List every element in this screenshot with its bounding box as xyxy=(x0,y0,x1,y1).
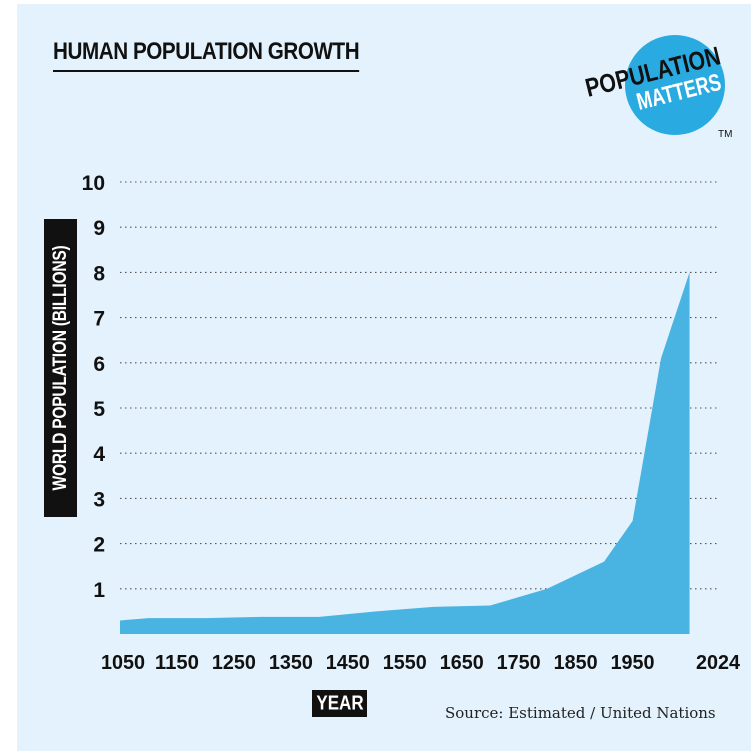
x-tick-label: 1750 xyxy=(497,652,541,674)
source-note: Source: Estimated / United Nations xyxy=(445,704,716,722)
x-tick-label: 1850 xyxy=(554,652,598,674)
x-tick-label: 1550 xyxy=(383,652,427,674)
logo-circle xyxy=(625,35,725,135)
y-tick-label: 9 xyxy=(93,217,105,240)
logo-trademark: TM xyxy=(718,129,732,140)
x-tick-label: 1250 xyxy=(212,652,256,674)
population-area xyxy=(120,272,690,634)
x-tick-label: 1650 xyxy=(440,652,484,674)
y-tick-label: 4 xyxy=(93,443,105,466)
y-tick-label: 7 xyxy=(93,308,105,331)
y-tick-label: 1 xyxy=(93,579,105,602)
x-tick-label: 1950 xyxy=(611,652,655,674)
x-tick-label: 1450 xyxy=(326,652,370,674)
y-tick-label: 8 xyxy=(93,262,105,285)
y-axis-label: WORLD POPULATION (BILLIONS) xyxy=(44,219,77,517)
y-tick-label: 3 xyxy=(93,488,105,511)
chart-title: HUMAN POPULATION GROWTH xyxy=(53,38,360,72)
x-axis-label-text: YEAR xyxy=(315,692,364,714)
x-tick-label: 1150 xyxy=(155,652,199,674)
x-tick-label: 1050 xyxy=(101,652,145,674)
y-tick-label: 5 xyxy=(93,398,105,421)
x-axis-label: YEAR xyxy=(312,690,367,717)
x-tick-label: 1350 xyxy=(269,652,313,674)
y-axis-label-text: WORLD POPULATION (BILLIONS) xyxy=(49,245,71,491)
y-tick-label: 6 xyxy=(93,353,105,376)
population-matters-logo: POPULATION MATTERS TM xyxy=(585,35,732,140)
y-tick-label: 2 xyxy=(93,534,105,557)
y-tick-label: 10 xyxy=(82,172,105,195)
x-tick-label: 2024 xyxy=(696,652,741,674)
